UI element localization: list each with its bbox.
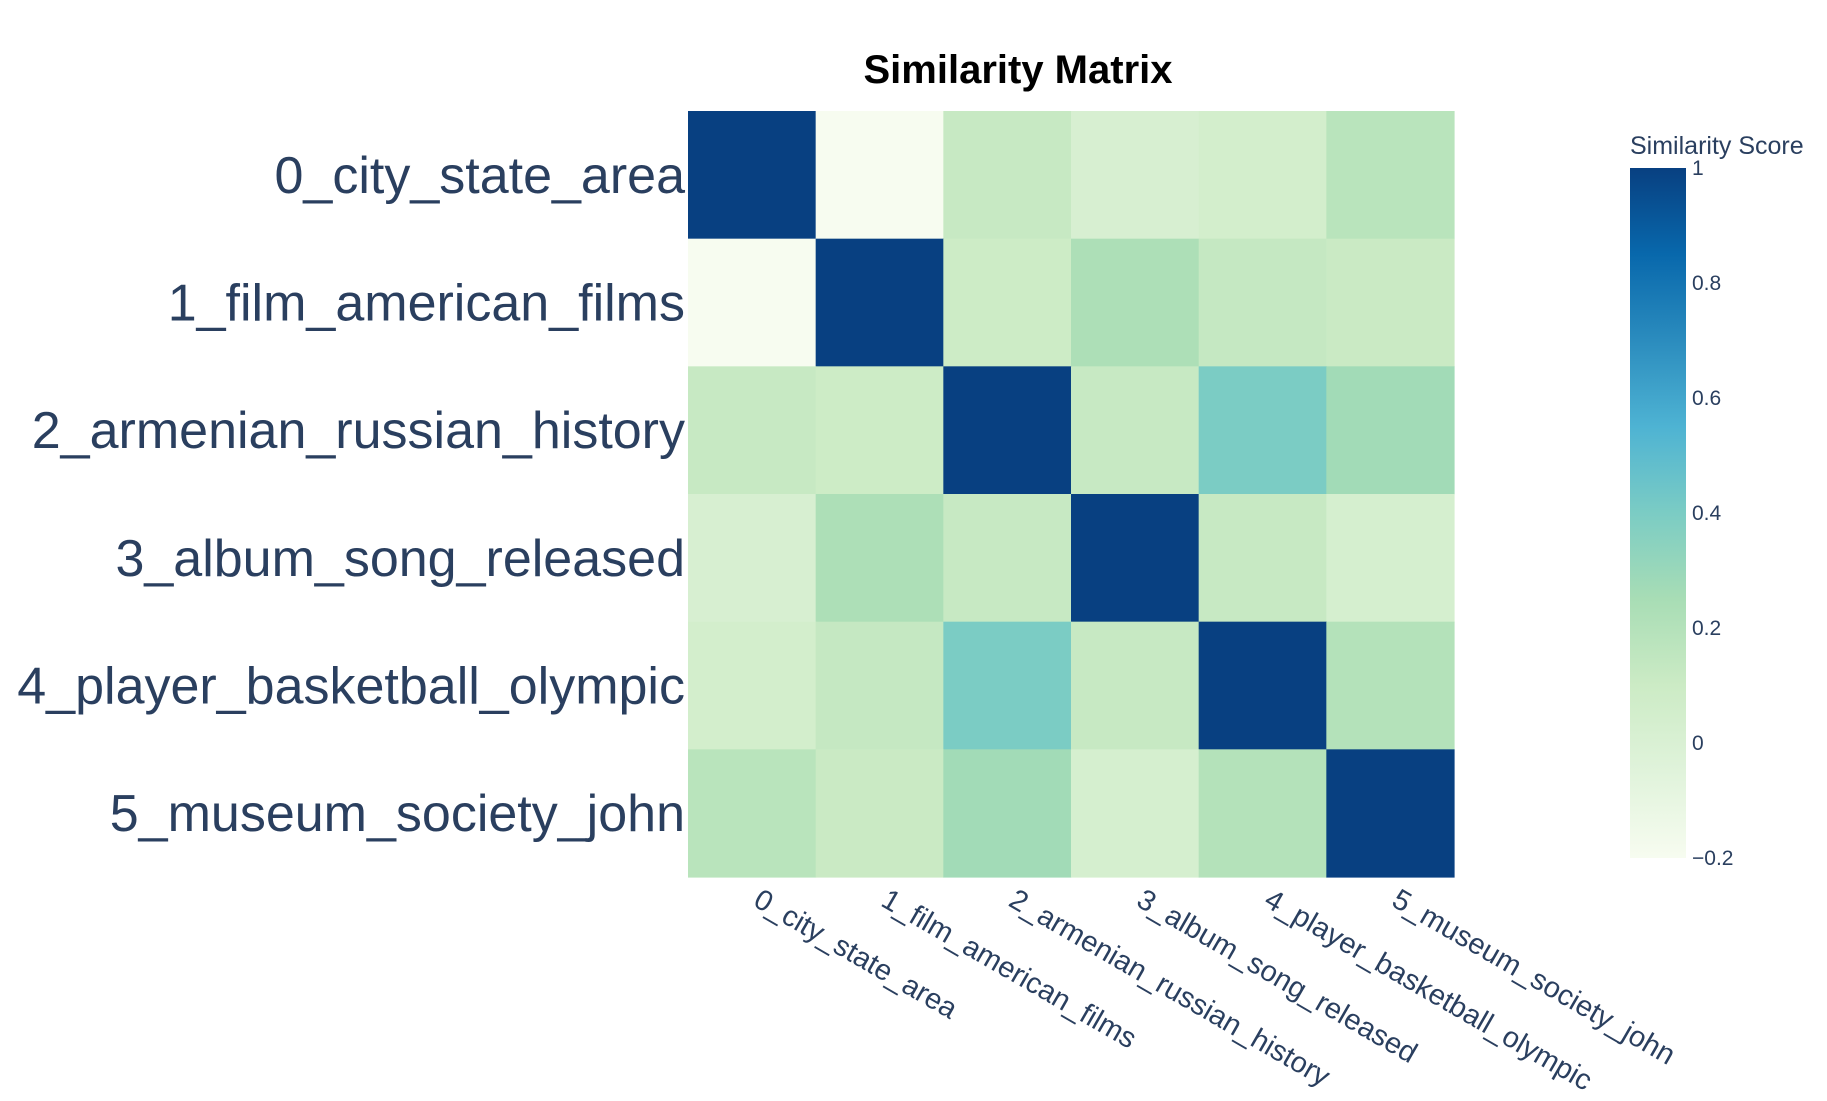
heatmap-cell-r5-c3 xyxy=(1071,749,1200,878)
colorbar-tick-label: 0.8 xyxy=(1692,272,1721,295)
heatmap-cell-r5-c0 xyxy=(688,749,817,878)
heatmap-cell-r0-c5 xyxy=(1326,111,1455,240)
colorbar-tick-label: −0.2 xyxy=(1692,847,1733,870)
heatmap-cell-r1-c1 xyxy=(815,238,944,367)
heatmap-cell-r4-c1 xyxy=(815,621,944,750)
heatmap-cell-r2-c4 xyxy=(1198,366,1327,495)
y-tick-label: 5_museum_society_john xyxy=(110,785,685,843)
colorbar-title: Similarity Score xyxy=(1630,132,1804,160)
colorbar-tick-label: 0.4 xyxy=(1692,502,1722,525)
y-tick-label: 1_film_american_films xyxy=(168,275,685,333)
heatmap-cell-r3-c0 xyxy=(688,494,817,623)
heatmap-cell-r4-c4 xyxy=(1198,621,1327,750)
heatmap-cell-r3-c3 xyxy=(1071,494,1200,623)
heatmap-cell-r3-c1 xyxy=(815,494,944,623)
y-tick-label: 4_player_basketball_olympic xyxy=(17,658,685,716)
heatmap-cell-r0-c3 xyxy=(1071,111,1200,240)
heatmap-cell-r1-c2 xyxy=(943,238,1072,367)
x-tick-label: 0_city_state_area xyxy=(748,883,963,1026)
colorbar-gradient xyxy=(1630,168,1686,858)
heatmap-cell-r3-c4 xyxy=(1198,494,1327,623)
heatmap-cell-r0-c4 xyxy=(1198,111,1327,240)
y-axis-tick-labels: 0_city_state_area 1_film_american_films 2_… xyxy=(17,147,685,843)
chart-title: Similarity Matrix xyxy=(863,48,1172,92)
heatmap-cell-r3-c5 xyxy=(1326,494,1455,623)
heatmap-cell-r0-c0 xyxy=(688,111,817,240)
heatmap-cell-r5-c1 xyxy=(815,749,944,878)
heatmap-cell-r1-c0 xyxy=(688,238,817,367)
heatmap-cell-r4-c2 xyxy=(943,621,1072,750)
heatmap-cell-r4-c3 xyxy=(1071,621,1200,750)
heatmap-cell-r4-c0 xyxy=(688,621,817,750)
colorbar-tick-label: 0.2 xyxy=(1692,617,1721,640)
heatmap-cell-r2-c2 xyxy=(943,366,1072,495)
colorbar-tick-label: 0 xyxy=(1692,732,1704,755)
heatmap-cell-r1-c5 xyxy=(1326,238,1455,367)
colorbar-tick-labels: 1 0.8 0.6 0.4 0.2 0 −0.2 xyxy=(1692,157,1733,870)
x-axis-tick-labels: 0_city_state_area1_film_american_films2_… xyxy=(748,883,1680,1097)
heatmap-cell-r5-c5 xyxy=(1326,749,1455,878)
heatmap-cell-r0-c1 xyxy=(815,111,944,240)
y-tick-label: 2_armenian_russian_history xyxy=(32,402,685,460)
heatmap-cell-r2-c1 xyxy=(815,366,944,495)
heatmap-cell-r2-c5 xyxy=(1326,366,1455,495)
heatmap-cell-r5-c2 xyxy=(943,749,1072,878)
heatmap-cell-r4-c5 xyxy=(1326,621,1455,750)
heatmap-cell-r3-c2 xyxy=(943,494,1072,623)
heatmap-cell-r2-c0 xyxy=(688,366,817,495)
colorbar-tick-label: 1 xyxy=(1692,157,1704,180)
heatmap-cell-r5-c4 xyxy=(1198,749,1327,878)
colorbar-tick-label: 0.6 xyxy=(1692,387,1721,410)
heatmap-cell-r2-c3 xyxy=(1071,366,1200,495)
heatmap-cells xyxy=(688,111,1455,878)
heatmap-cell-r1-c4 xyxy=(1198,238,1327,367)
y-tick-label: 0_city_state_area xyxy=(275,147,686,205)
heatmap-cell-r0-c2 xyxy=(943,111,1072,240)
heatmap-cell-r1-c3 xyxy=(1071,238,1200,367)
y-tick-label: 3_album_song_released xyxy=(115,530,685,588)
